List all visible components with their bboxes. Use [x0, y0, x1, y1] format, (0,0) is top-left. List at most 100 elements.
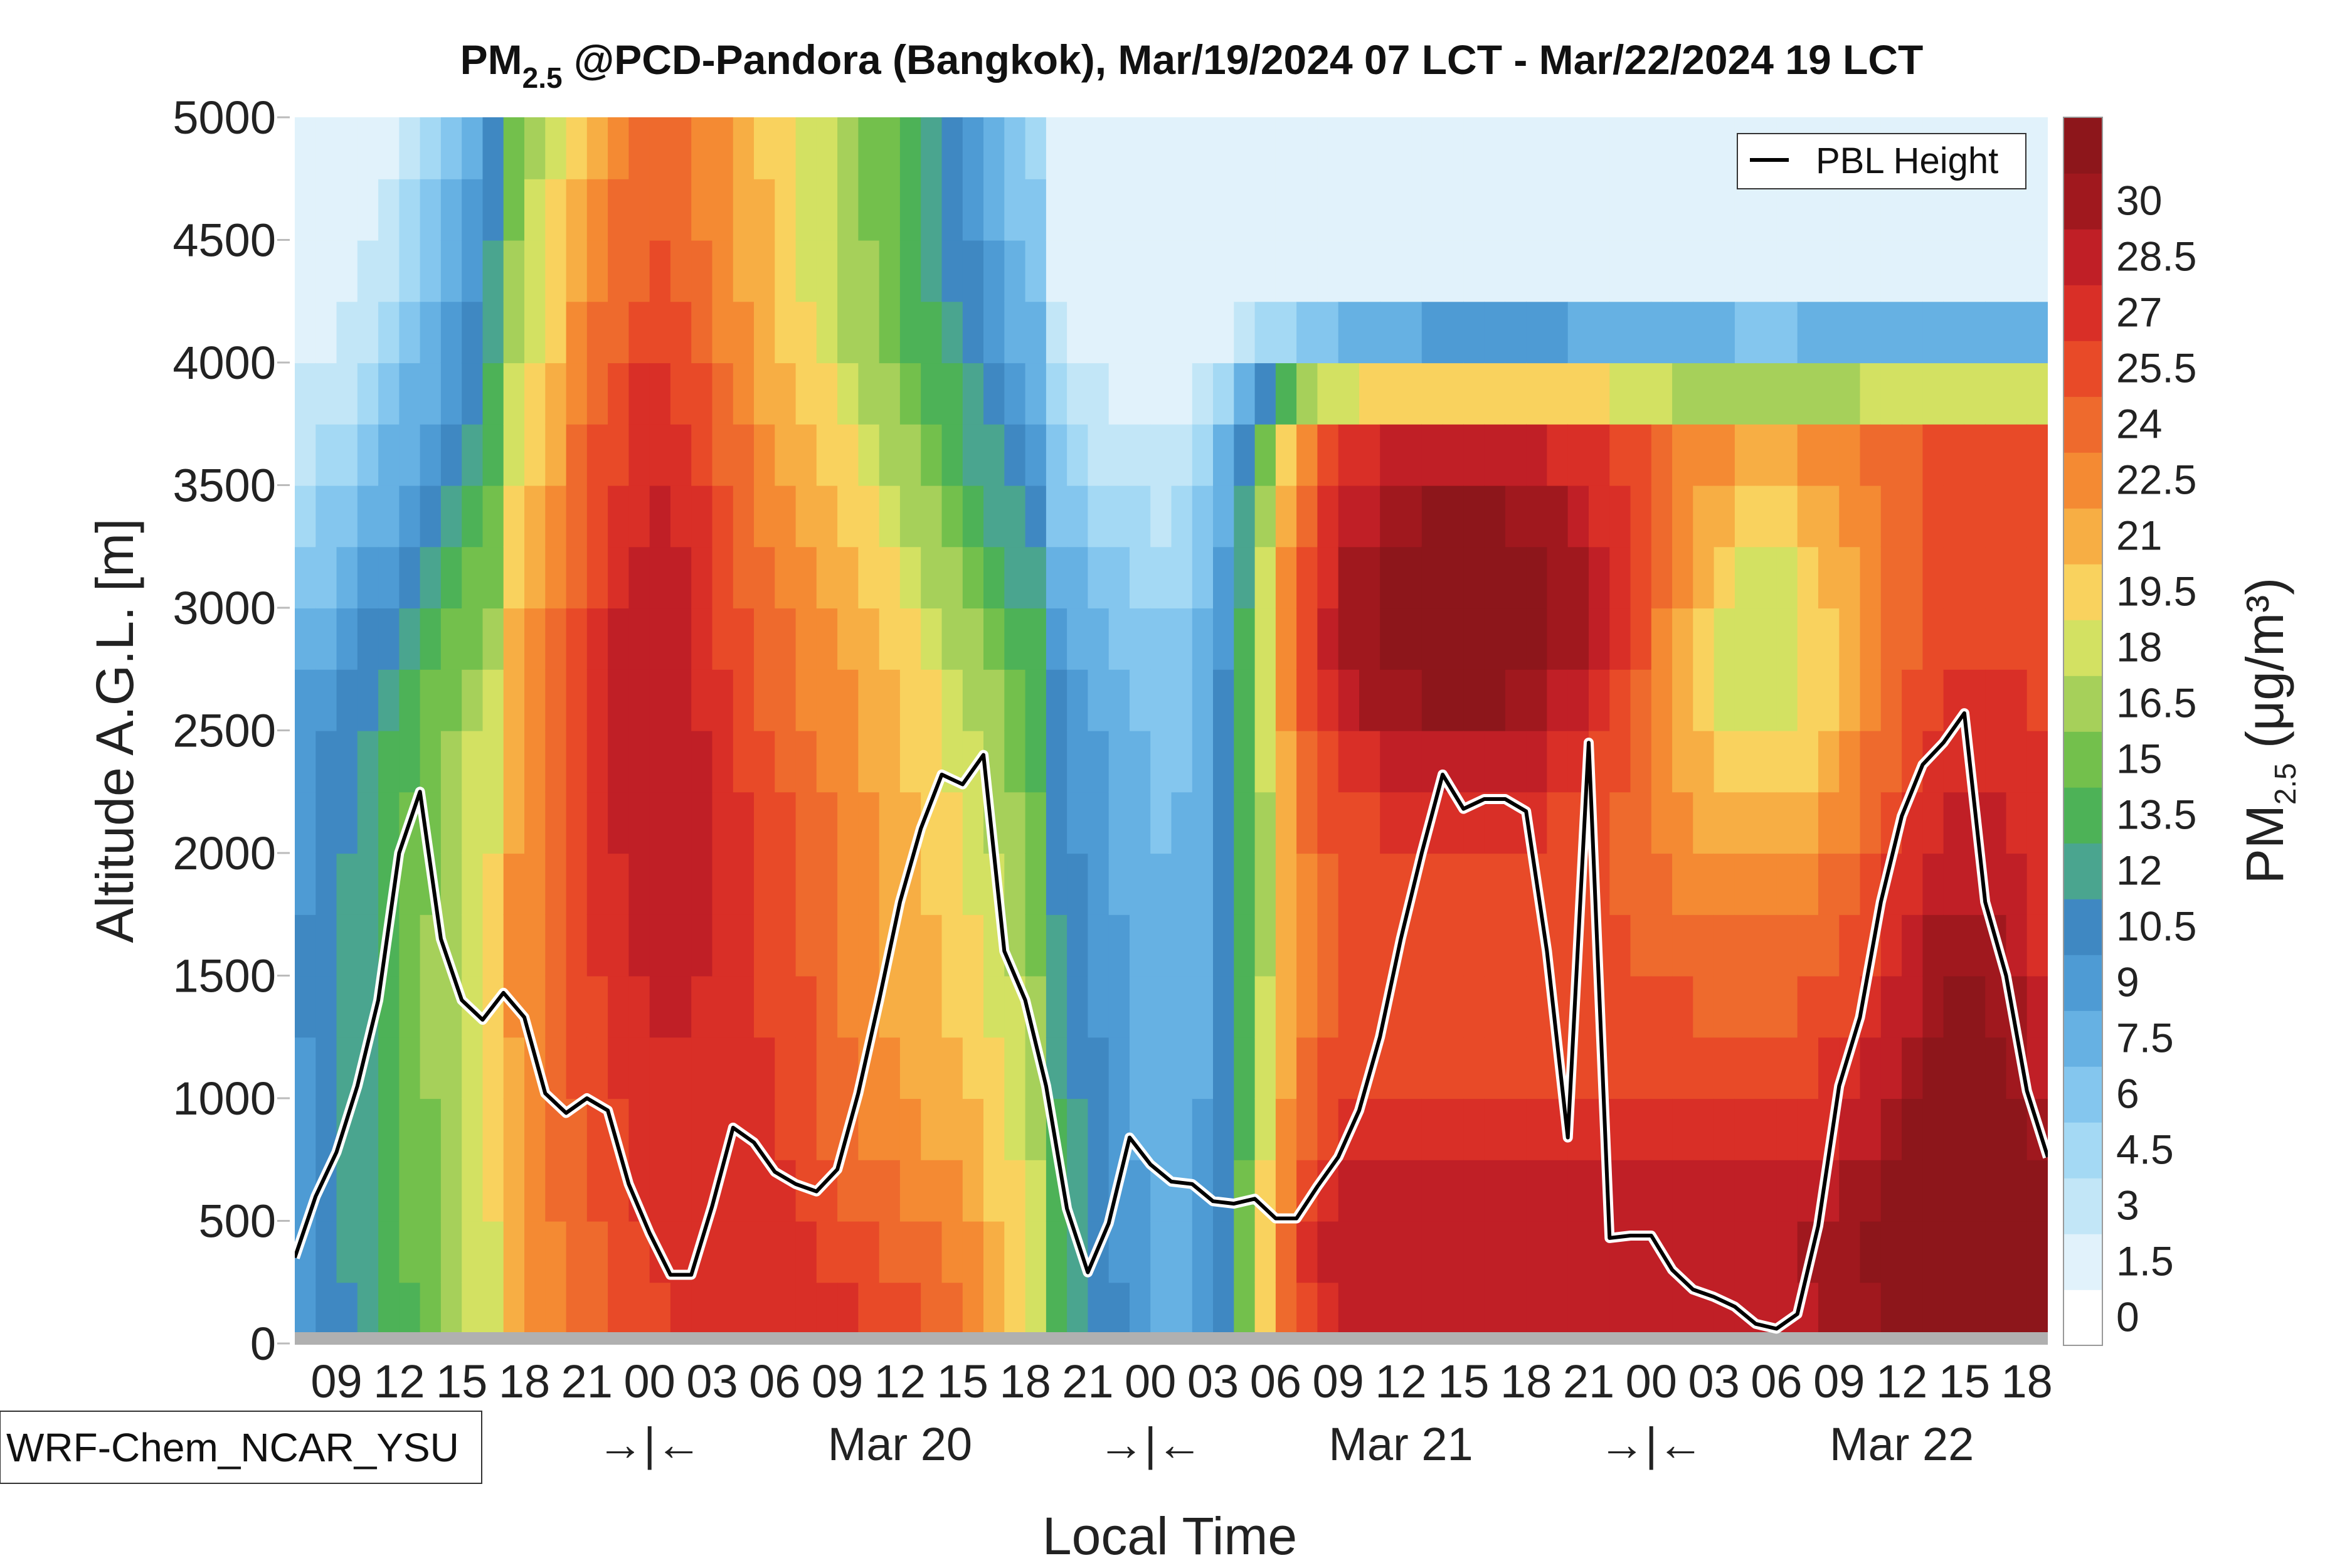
field-cell [1296, 853, 1318, 915]
field-cell [1839, 485, 1861, 548]
field-cell [1359, 853, 1381, 915]
field-cell [1756, 301, 1777, 364]
field-cell [1443, 1098, 1465, 1160]
field-cell [899, 423, 922, 486]
field-cell [1275, 423, 1298, 486]
field-cell [816, 546, 839, 609]
field-cell [1213, 301, 1235, 364]
field-cell [1296, 1037, 1318, 1099]
field-cell [1547, 669, 1569, 731]
field-cell [983, 240, 1005, 302]
field-cell [1609, 117, 1631, 179]
field-cell [1985, 1037, 2007, 1099]
field-cell [733, 363, 755, 425]
x-tick-label: 03 [1688, 1355, 1739, 1407]
field-cell [1609, 1098, 1631, 1160]
field-cell [775, 178, 797, 241]
field-cell [566, 1221, 588, 1283]
field-cell [1171, 178, 1193, 241]
field-cell [712, 730, 734, 793]
field-cell [2026, 546, 2048, 609]
field-cell [1880, 1159, 1903, 1222]
field-cell [566, 853, 588, 915]
field-cell [712, 792, 734, 854]
x-tick-label: 09 [812, 1355, 863, 1407]
field-cell [608, 730, 630, 793]
field-cell [399, 1037, 421, 1099]
field-cell [1943, 546, 1965, 609]
field-cell [566, 669, 588, 731]
field-cell [754, 975, 776, 1038]
field-cell [1505, 485, 1527, 548]
field-cell [482, 301, 504, 364]
field-cell [1359, 546, 1381, 609]
field-cell [440, 608, 463, 670]
field-cell [1839, 914, 1861, 977]
field-cell [733, 301, 755, 364]
field-cell [1505, 301, 1527, 364]
field-cell [1192, 975, 1214, 1038]
field-cell [1004, 1159, 1026, 1222]
field-cell [1943, 975, 1965, 1038]
field-cell [545, 485, 567, 548]
field-cell [1630, 669, 1652, 731]
field-cell [1150, 240, 1172, 302]
field-cell [1443, 240, 1465, 302]
colorbar-swatch [2063, 1066, 2102, 1123]
field-cell [1547, 485, 1569, 548]
field-cell [1004, 1037, 1026, 1099]
field-cell [858, 423, 880, 486]
field-cell [983, 363, 1005, 425]
field-cell [1046, 730, 1068, 793]
field-cell [1797, 914, 1819, 977]
field-cell [795, 546, 817, 609]
field-cell [315, 117, 337, 179]
field-cell [879, 363, 901, 425]
field-cell [1130, 669, 1152, 731]
field-cell [1130, 608, 1152, 670]
field-cell [879, 117, 901, 179]
field-cell [1296, 792, 1318, 854]
field-cell [2006, 853, 2028, 915]
field-cell [1254, 853, 1276, 915]
field-cell [420, 1098, 442, 1160]
field-cell [1401, 178, 1422, 241]
field-cell [1192, 117, 1214, 179]
field-cell [837, 301, 859, 364]
field-cell [754, 730, 776, 793]
field-cell [1547, 730, 1569, 793]
field-cell [440, 240, 463, 302]
field-cell [399, 301, 421, 364]
field-cell [921, 301, 943, 364]
field-cell [1171, 792, 1193, 854]
colorbar-tick-label: 24 [2116, 401, 2162, 447]
field-cell [1630, 1159, 1652, 1222]
field-cell [816, 117, 839, 179]
field-cell [1964, 301, 1986, 364]
field-cell [566, 608, 588, 670]
field-cell [1380, 1159, 1402, 1222]
field-cell [420, 1037, 442, 1099]
field-cell [628, 975, 650, 1038]
field-cell [1234, 178, 1256, 241]
field-cell [1317, 1221, 1339, 1283]
field-cell [336, 1159, 358, 1222]
field-cell [1254, 1098, 1276, 1160]
y-tick-label: 4000 [172, 337, 276, 389]
field-cell [524, 730, 546, 793]
field-cell [1296, 117, 1318, 179]
field-cell [378, 485, 400, 548]
field-cell [628, 792, 650, 854]
field-cell [712, 363, 734, 425]
field-cell [858, 240, 880, 302]
field-cell [1463, 730, 1485, 793]
colorbar-tick-label: 12 [2116, 847, 2162, 894]
field-cell [1254, 301, 1276, 364]
field-cell [1296, 363, 1318, 425]
field-cell [1985, 792, 2007, 854]
field-cell [1380, 853, 1402, 915]
field-cell [1213, 914, 1235, 977]
field-cell [2026, 914, 2048, 977]
field-cell [691, 1037, 713, 1099]
field-cell [1547, 853, 1569, 915]
